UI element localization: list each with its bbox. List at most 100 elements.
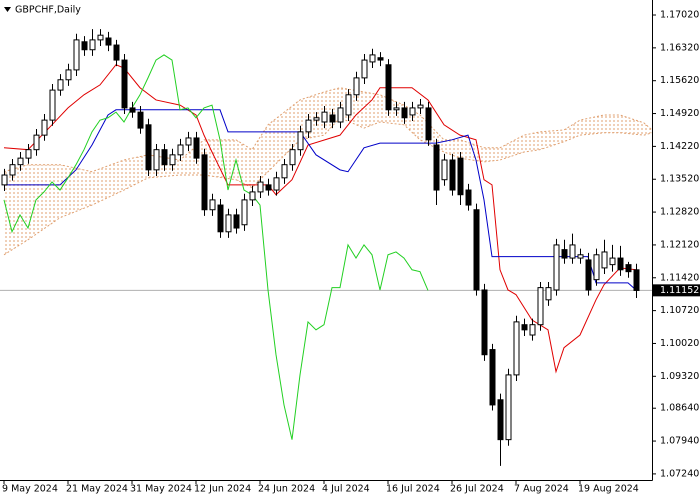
x-tick-label: 19 Aug 2024 bbox=[578, 484, 639, 495]
candle-body bbox=[57, 79, 64, 91]
indicator-line bbox=[3, 54, 429, 440]
candle-body bbox=[561, 249, 568, 259]
x-tick-label: 31 May 2024 bbox=[130, 484, 192, 495]
candle-body bbox=[353, 77, 360, 96]
candle-body bbox=[97, 34, 104, 41]
candle-body bbox=[385, 64, 392, 111]
candle-body bbox=[241, 199, 248, 226]
candle-body bbox=[201, 154, 208, 211]
y-tick-label: 1.12820 bbox=[660, 207, 699, 218]
cloud-edge bbox=[3, 117, 652, 256]
y-tick-label: 1.10720 bbox=[660, 305, 699, 316]
candle-body bbox=[529, 324, 536, 336]
last-price-label: 1.11152 bbox=[660, 285, 699, 296]
candle-body bbox=[369, 54, 376, 63]
candle-body bbox=[249, 191, 256, 201]
candle-body bbox=[457, 157, 464, 196]
candle-body bbox=[585, 259, 592, 291]
candle-body bbox=[305, 119, 312, 133]
candle-body bbox=[337, 107, 344, 123]
candle-body bbox=[633, 269, 640, 291]
candle-body bbox=[609, 257, 616, 266]
candle-body bbox=[1, 174, 8, 186]
candle-body bbox=[481, 289, 488, 356]
menu-triangle[interactable] bbox=[4, 7, 11, 12]
candle-body bbox=[281, 164, 288, 179]
candle-body bbox=[193, 137, 200, 159]
candle-body bbox=[81, 41, 88, 51]
indicator-line bbox=[4, 109, 637, 291]
candle-body bbox=[17, 157, 24, 166]
candle-body bbox=[137, 111, 144, 129]
candle-body bbox=[553, 244, 560, 291]
plot-area bbox=[0, 29, 652, 466]
y-tick-label: 1.11420 bbox=[660, 272, 699, 283]
candle-body bbox=[297, 131, 304, 151]
candle-body bbox=[345, 94, 352, 116]
candle-body bbox=[329, 114, 336, 123]
x-tick-label: 7 Aug 2024 bbox=[514, 484, 569, 495]
candle-body bbox=[449, 159, 456, 191]
candle-body bbox=[225, 214, 232, 233]
candle-body bbox=[209, 199, 216, 211]
candle-body bbox=[185, 137, 192, 146]
y-tick-label: 1.13520 bbox=[660, 174, 699, 185]
candle-body bbox=[537, 287, 544, 326]
x-tick-label: 26 Jul 2024 bbox=[450, 484, 504, 495]
candle-body bbox=[9, 164, 16, 176]
y-tick-label: 1.15620 bbox=[660, 75, 699, 86]
candle-body bbox=[617, 257, 624, 271]
candle-body bbox=[33, 134, 40, 151]
candle-body bbox=[113, 44, 120, 61]
y-tick-label: 1.17020 bbox=[660, 10, 699, 21]
candle-body bbox=[321, 111, 328, 123]
candle-body bbox=[433, 144, 440, 191]
last-price-box bbox=[653, 284, 700, 297]
candle-body bbox=[65, 69, 72, 81]
candle-body bbox=[545, 287, 552, 301]
candle-body bbox=[121, 59, 128, 109]
y-tick-label: 1.16320 bbox=[660, 42, 699, 53]
candle-body bbox=[513, 321, 520, 376]
candle-body bbox=[169, 154, 176, 166]
cloud-edge bbox=[3, 87, 652, 173]
candle-body bbox=[25, 149, 32, 159]
y-tick-label: 1.07940 bbox=[660, 436, 699, 447]
candle-body bbox=[441, 159, 448, 181]
candle-body bbox=[161, 149, 168, 166]
y-tick-label: 1.14920 bbox=[660, 108, 699, 119]
candle-body bbox=[265, 184, 272, 191]
candle-body bbox=[129, 107, 136, 113]
candle-body bbox=[257, 181, 264, 193]
candle-body bbox=[417, 104, 424, 109]
candle-body bbox=[73, 39, 80, 71]
candle-body bbox=[153, 149, 160, 171]
candle-body bbox=[473, 209, 480, 291]
candle-body bbox=[505, 374, 512, 441]
x-tick-label: 12 Jun 2024 bbox=[194, 484, 251, 495]
x-tick-label: 24 Jun 2024 bbox=[258, 484, 315, 495]
candle-body bbox=[465, 189, 472, 206]
x-tick-label: 9 May 2024 bbox=[2, 484, 58, 495]
y-tick-label: 1.09320 bbox=[660, 371, 699, 382]
candle-body bbox=[393, 107, 400, 111]
candle-body bbox=[521, 324, 528, 331]
candle-body bbox=[289, 149, 296, 166]
candle-body bbox=[89, 39, 96, 51]
candle-body bbox=[377, 57, 384, 61]
y-tick-label: 1.12120 bbox=[660, 239, 699, 250]
candle-body bbox=[601, 251, 608, 269]
candle-body bbox=[425, 107, 432, 141]
candle-body bbox=[569, 244, 576, 259]
y-tick-label: 1.08640 bbox=[660, 403, 699, 414]
candle-body bbox=[401, 107, 408, 119]
candle-body bbox=[145, 124, 152, 171]
candle-body bbox=[233, 214, 240, 229]
x-tick-label: 16 Jul 2024 bbox=[386, 484, 440, 495]
y-tick-label: 1.14220 bbox=[660, 141, 699, 152]
candle-body bbox=[41, 119, 48, 136]
candle-body bbox=[49, 89, 56, 121]
